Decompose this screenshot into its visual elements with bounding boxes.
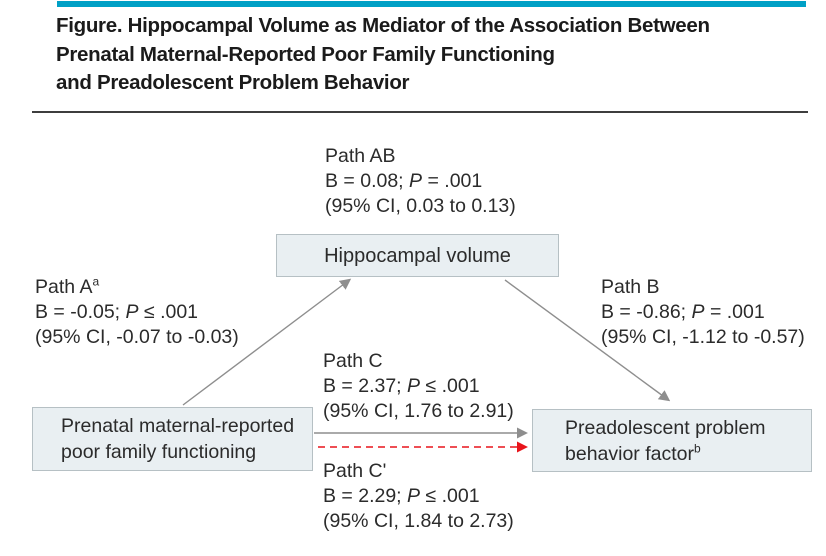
path-b-name: Path B xyxy=(601,276,660,298)
path-a-arrow xyxy=(182,278,352,406)
figure-title: Figure. Hippocampal Volume as Mediator o… xyxy=(56,12,786,98)
predictor-box-label-line: Prenatal maternal-reported xyxy=(61,415,295,437)
figure-title-line: Figure. Hippocampal Volume as Mediator o… xyxy=(56,14,710,37)
path-c-ci: (95% CI, 1.76 to 2.91) xyxy=(323,400,514,422)
path-b-ci: (95% CI, -1.12 to -0.57) xyxy=(601,326,805,348)
outcome-box: Preadolescent problem behavior factorb xyxy=(532,409,812,472)
path-c-prime-name: Path C' xyxy=(323,460,387,482)
path-c-prime-stat: B = 2.29; P ≤ .001 xyxy=(323,485,480,507)
predictor-box: Prenatal maternal-reported poor family f… xyxy=(32,407,313,471)
path-a-stat: B = -0.05; P ≤ .001 xyxy=(35,301,199,323)
path-ab-stat: B = 0.08; P = .001 xyxy=(325,170,483,192)
path-c-name: Path C xyxy=(323,350,383,372)
mediator-box-label: Hippocampal volume xyxy=(324,244,511,267)
path-c-label: Path C B = 2.37; P ≤ .001 (95% CI, 1.76 … xyxy=(323,349,514,424)
path-c-prime-ci: (95% CI, 1.84 to 2.73) xyxy=(323,510,514,532)
path-a-ci: (95% CI, -0.07 to -0.03) xyxy=(35,326,239,348)
path-a-label: Path Aa B = -0.05; P ≤ .001 (95% CI, -0.… xyxy=(35,275,239,350)
path-c-prime-label: Path C' B = 2.29; P ≤ .001 (95% CI, 1.84… xyxy=(323,459,514,534)
predictor-box-label-line: poor family functioning xyxy=(61,441,257,463)
outcome-box-label-line: Preadolescent problem xyxy=(565,416,766,439)
path-b-stat: B = -0.86; P = .001 xyxy=(601,301,765,323)
outcome-box-label-line: behavior factorb xyxy=(565,441,701,465)
title-divider xyxy=(32,111,808,113)
path-ab-label: Path AB B = 0.08; P = .001 (95% CI, 0.03… xyxy=(325,144,516,219)
figure-title-line: Prenatal Maternal-Reported Poor Family F… xyxy=(56,42,555,66)
path-a-name: Path Aa xyxy=(35,274,100,299)
path-ab-ci: (95% CI, 0.03 to 0.13) xyxy=(325,195,516,217)
path-ab-name: Path AB xyxy=(325,145,396,167)
path-b-arrow xyxy=(504,279,671,402)
path-c-stat: B = 2.37; P ≤ .001 xyxy=(323,375,480,397)
mediator-box: Hippocampal volume xyxy=(276,234,559,277)
footnote-marker-a: a xyxy=(92,274,100,289)
footnote-marker-b: b xyxy=(694,441,701,455)
accent-bar xyxy=(57,1,806,7)
figure-title-line: and Preadolescent Problem Behavior xyxy=(56,71,410,94)
path-b-label: Path B B = -0.86; P = .001 (95% CI, -1.1… xyxy=(601,275,805,350)
